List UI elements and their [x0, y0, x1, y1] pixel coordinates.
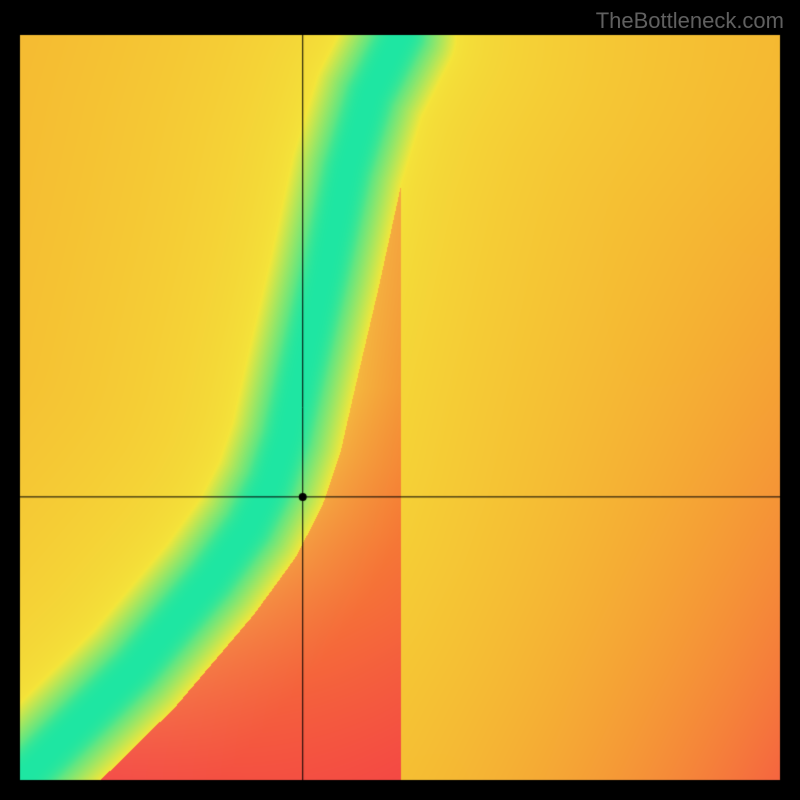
chart-container: TheBottleneck.com	[0, 0, 800, 800]
bottleneck-heatmap	[0, 0, 800, 800]
watermark-text: TheBottleneck.com	[596, 8, 784, 34]
